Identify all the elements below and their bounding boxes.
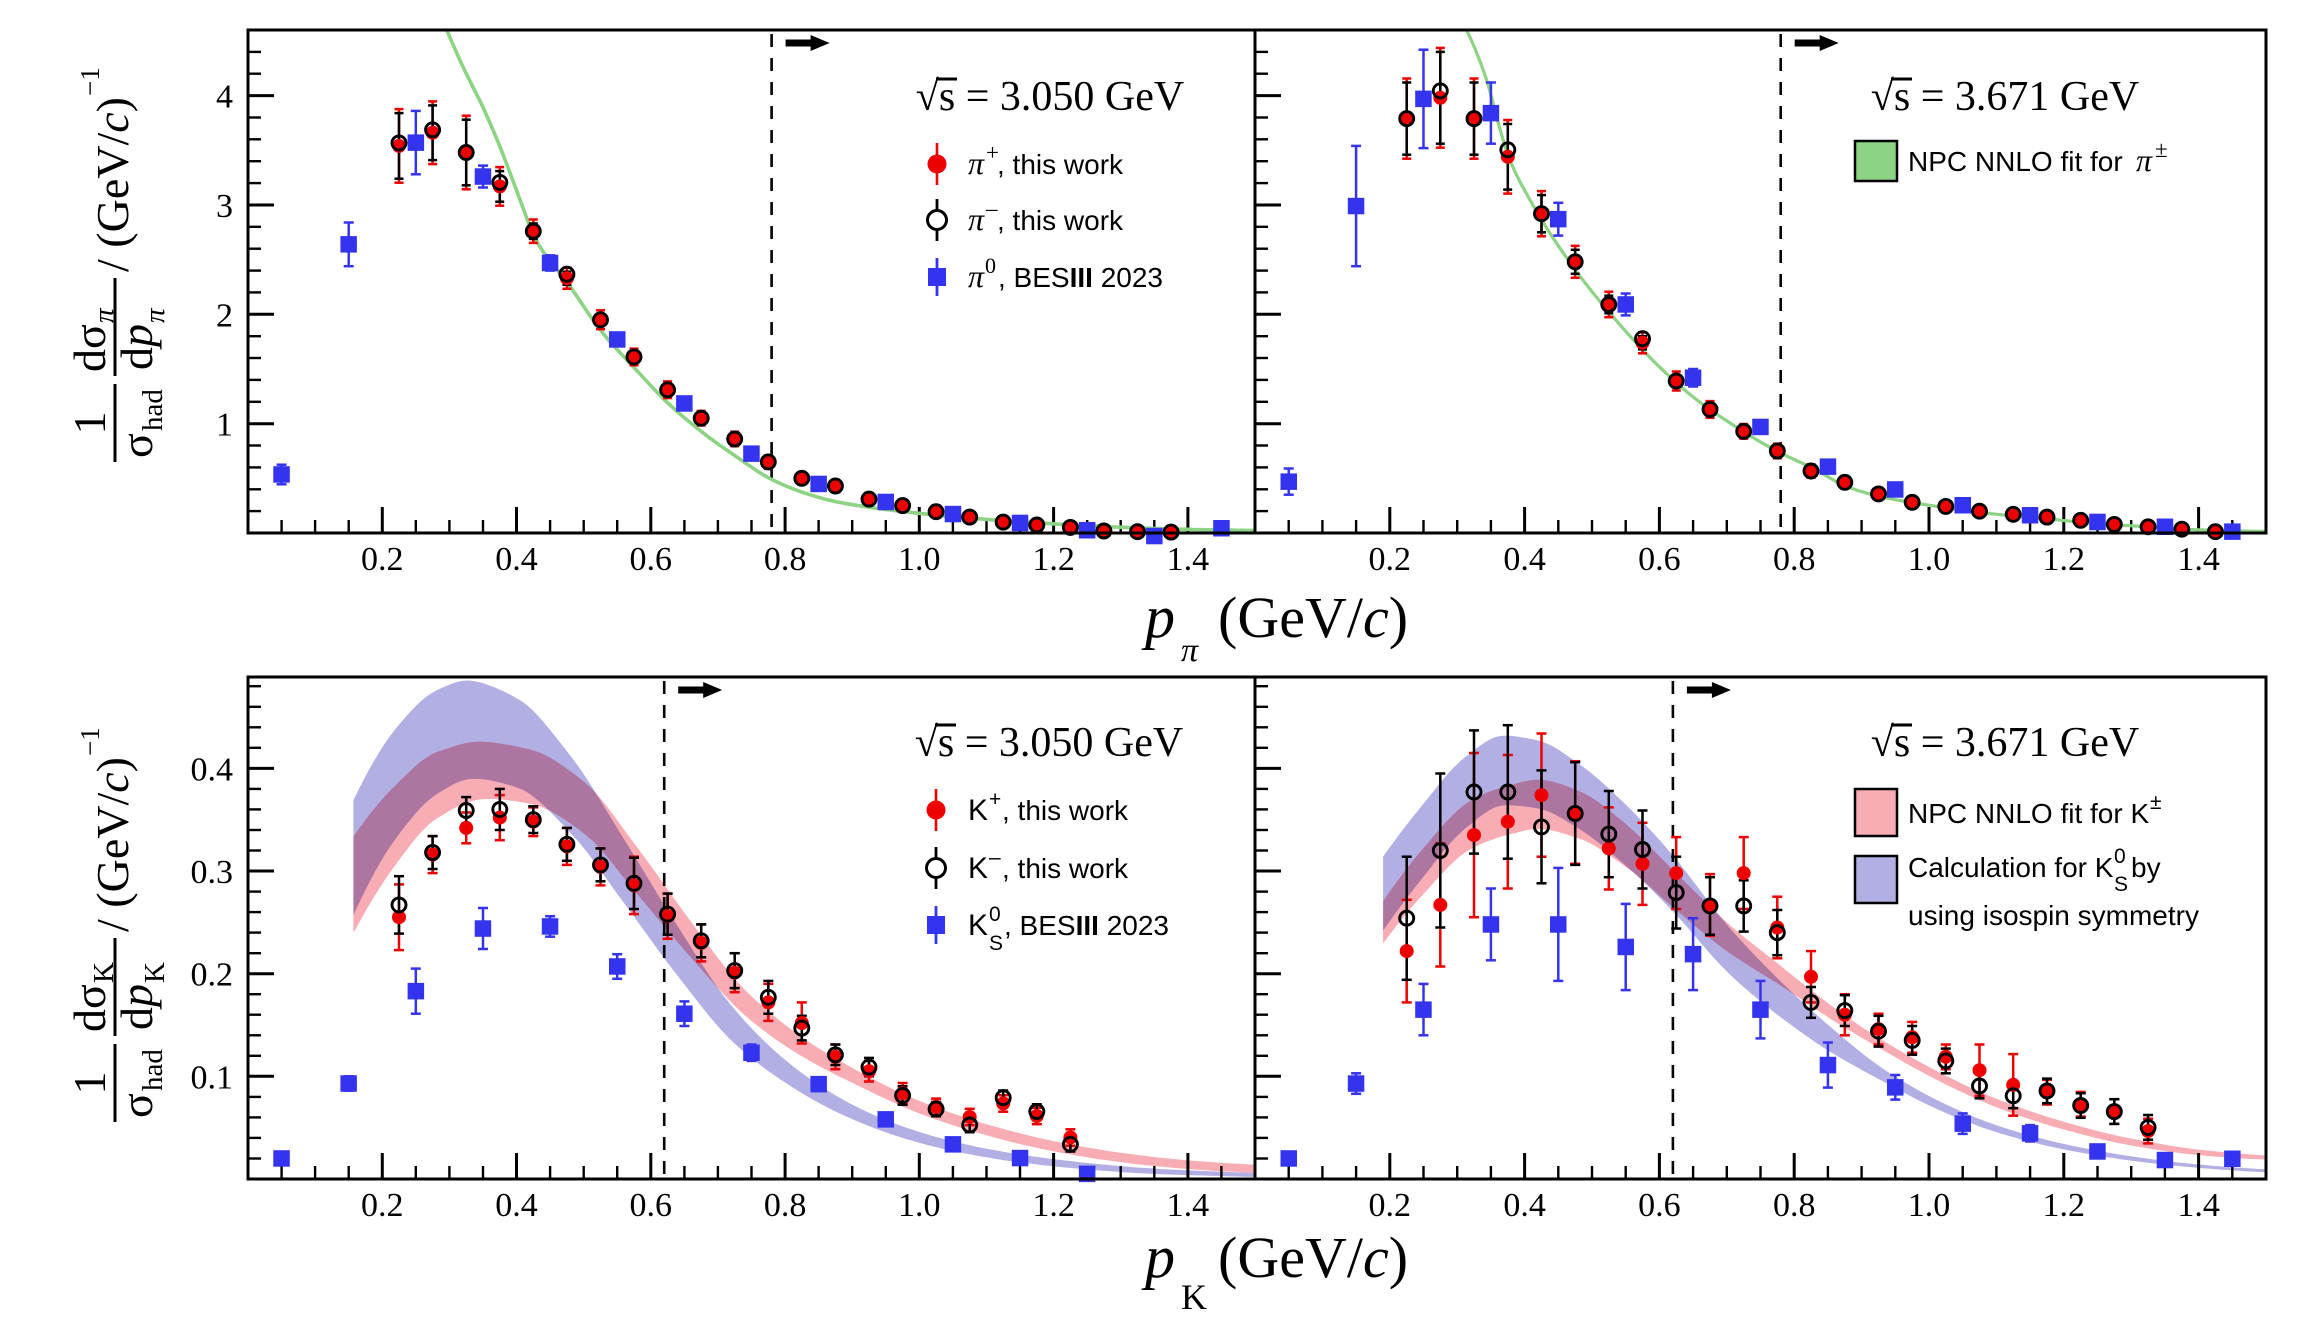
- svg-text:had: had: [137, 1049, 169, 1091]
- svg-text:K: K: [1181, 1277, 1207, 1317]
- svg-text:0.2: 0.2: [361, 1187, 404, 1224]
- svg-text:0.2: 0.2: [361, 541, 404, 578]
- svg-text:√s = 3.050 GeV: √s = 3.050 GeV: [916, 74, 1184, 120]
- svg-text:Calculation for K: Calculation for K: [1908, 852, 2114, 883]
- svg-text:using isospin symmetry: using isospin symmetry: [1908, 900, 2199, 931]
- svg-text:p: p: [1141, 1224, 1175, 1290]
- svg-text:π: π: [2136, 142, 2153, 178]
- svg-text:/ (GeV/c): / (GeV/c): [87, 757, 138, 932]
- svg-text:1.2: 1.2: [2043, 1187, 2086, 1224]
- svg-text:√s = 3.671 GeV: √s = 3.671 GeV: [1871, 720, 2139, 766]
- svg-text:0.4: 0.4: [495, 1187, 538, 1224]
- svg-text:3: 3: [216, 188, 233, 225]
- svg-text:0.4: 0.4: [495, 541, 538, 578]
- svg-text:0.2: 0.2: [1369, 1187, 1412, 1224]
- svg-text:1.0: 1.0: [1908, 541, 1951, 578]
- svg-text:, BESIII 2023: , BESIII 2023: [998, 262, 1163, 293]
- svg-text:1: 1: [216, 407, 233, 444]
- svg-text:−1: −1: [75, 67, 105, 96]
- svg-text:4: 4: [216, 79, 233, 116]
- svg-text:by: by: [2131, 852, 2161, 883]
- svg-text:0.4: 0.4: [1503, 541, 1546, 578]
- svg-text:1.4: 1.4: [1167, 541, 1210, 578]
- svg-text:+: +: [986, 140, 999, 165]
- svg-text:π: π: [968, 201, 985, 237]
- svg-text:0.8: 0.8: [1773, 541, 1816, 578]
- svg-text:dσ: dσ: [64, 984, 115, 1032]
- svg-text:1.4: 1.4: [1167, 1187, 1210, 1224]
- svg-text:K: K: [968, 852, 988, 885]
- svg-text:1.2: 1.2: [2043, 541, 2086, 578]
- svg-text:1.2: 1.2: [1032, 541, 1075, 578]
- svg-text:(GeV/c): (GeV/c): [1218, 585, 1408, 650]
- svg-text:0.8: 0.8: [764, 541, 807, 578]
- svg-text:K: K: [968, 909, 988, 942]
- svg-text:dσ: dσ: [64, 324, 115, 372]
- svg-text:π: π: [88, 307, 120, 323]
- svg-text:–: –: [989, 846, 1001, 869]
- svg-text:π: π: [139, 307, 171, 323]
- svg-text:0.6: 0.6: [1638, 541, 1681, 578]
- svg-text:−1: −1: [75, 727, 105, 756]
- svg-text:σ: σ: [111, 1093, 162, 1118]
- svg-text:, this work: , this work: [997, 205, 1124, 236]
- svg-text:π: π: [1181, 632, 1199, 669]
- svg-text:±: ±: [2150, 791, 2162, 814]
- svg-text:1.4: 1.4: [2177, 541, 2220, 578]
- svg-text:0.6: 0.6: [630, 1187, 673, 1224]
- svg-text:0.6: 0.6: [630, 541, 673, 578]
- svg-text:1.0: 1.0: [898, 1187, 941, 1224]
- svg-text:0.8: 0.8: [764, 1187, 807, 1224]
- svg-text:dp: dp: [111, 324, 162, 370]
- svg-text:1: 1: [64, 1072, 115, 1095]
- svg-text:√s = 3.050 GeV: √s = 3.050 GeV: [915, 720, 1183, 766]
- svg-text:0.4: 0.4: [1503, 1187, 1546, 1224]
- svg-text:0.4: 0.4: [191, 751, 234, 788]
- svg-text:, this work: , this work: [997, 149, 1124, 180]
- svg-text:NPC NNLO fit for: NPC NNLO fit for: [1908, 146, 2123, 177]
- svg-text:1: 1: [64, 412, 115, 435]
- svg-text:1.4: 1.4: [2177, 1187, 2220, 1224]
- svg-text:1.0: 1.0: [898, 541, 941, 578]
- svg-text:S: S: [2114, 873, 2128, 896]
- svg-text:, this work: , this work: [1002, 795, 1129, 826]
- svg-text:, this work: , this work: [1002, 853, 1129, 884]
- svg-text:π: π: [968, 145, 985, 181]
- svg-text:0.3: 0.3: [191, 854, 234, 891]
- svg-text:K: K: [139, 962, 171, 983]
- svg-text:K: K: [88, 962, 120, 983]
- svg-text:1.2: 1.2: [1032, 1187, 1075, 1224]
- svg-text:had: had: [137, 389, 169, 431]
- svg-text:p: p: [1141, 584, 1175, 650]
- svg-text:NPC NNLO fit for K: NPC NNLO fit for K: [1908, 798, 2149, 829]
- svg-text:/ (GeV/c): / (GeV/c): [87, 97, 138, 272]
- svg-text:0.8: 0.8: [1773, 1187, 1816, 1224]
- svg-text:dp: dp: [111, 984, 162, 1030]
- svg-text:0: 0: [2114, 845, 2126, 868]
- svg-text:σ: σ: [111, 433, 162, 458]
- svg-text:0: 0: [989, 903, 1001, 926]
- svg-text:0.6: 0.6: [1638, 1187, 1681, 1224]
- svg-text:, BESIII 2023: , BESIII 2023: [1004, 910, 1169, 941]
- svg-text:2: 2: [216, 297, 233, 334]
- svg-text:√s = 3.671 GeV: √s = 3.671 GeV: [1871, 74, 2139, 120]
- svg-text:1.0: 1.0: [1908, 1187, 1951, 1224]
- svg-text:π: π: [968, 258, 985, 294]
- svg-text:±: ±: [2155, 137, 2168, 162]
- svg-text:+: +: [989, 788, 1001, 811]
- svg-text:0.1: 0.1: [191, 1059, 234, 1096]
- svg-text:–: –: [985, 196, 998, 221]
- svg-text:0.2: 0.2: [1369, 541, 1412, 578]
- svg-text:S: S: [989, 932, 1003, 955]
- svg-text:K: K: [968, 794, 988, 827]
- svg-text:(GeV/c): (GeV/c): [1218, 1225, 1408, 1290]
- svg-text:0.2: 0.2: [191, 957, 234, 994]
- svg-text:0: 0: [985, 253, 996, 278]
